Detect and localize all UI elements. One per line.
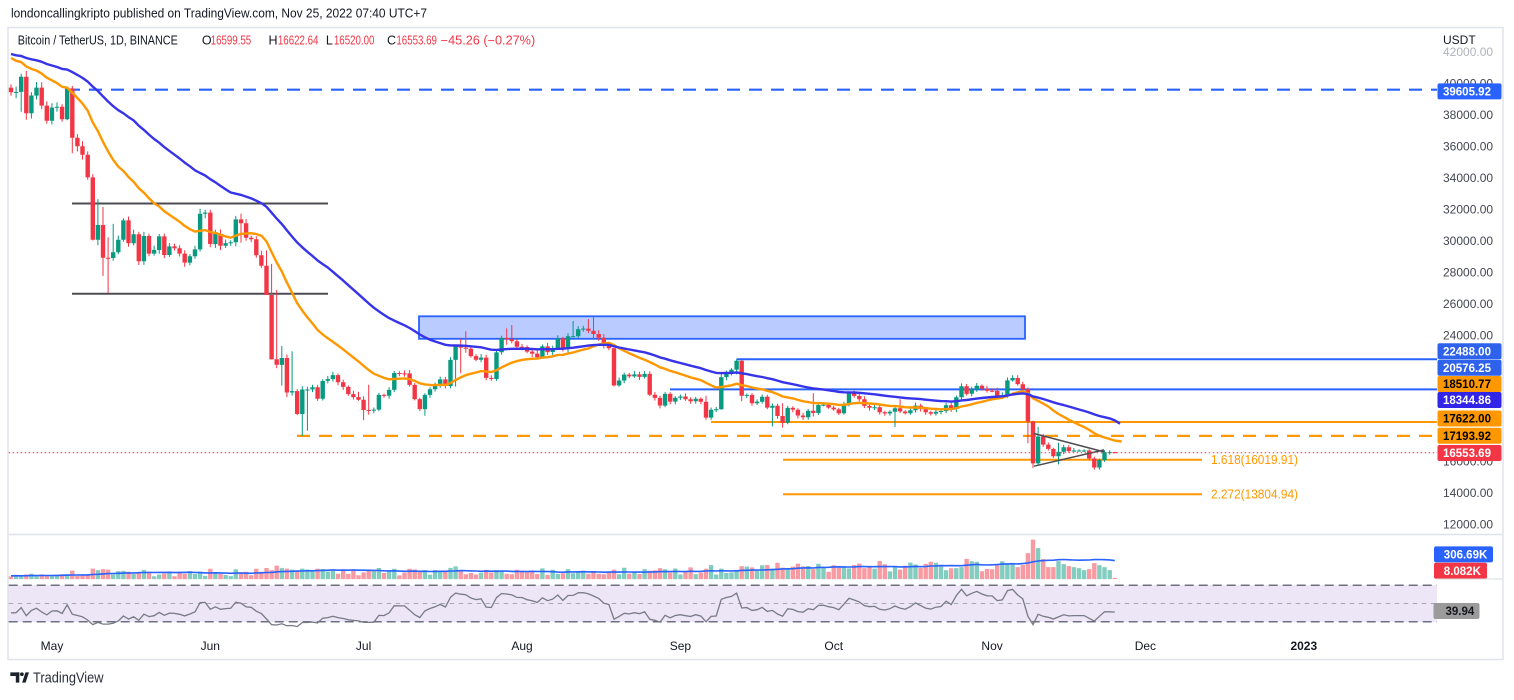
svg-text:Bitcoin / TetherUS, 1D, BINANC: Bitcoin / TetherUS, 1D, BINANCE [18, 34, 178, 48]
svg-text:Aug: Aug [511, 639, 532, 653]
svg-text:May: May [41, 639, 64, 653]
svg-text:24000.00: 24000.00 [1443, 329, 1493, 343]
svg-text:36000.00: 36000.00 [1443, 140, 1493, 154]
svg-text:16599.55: 16599.55 [211, 34, 252, 48]
svg-text:londoncallingkripto published: londoncallingkripto published on Trading… [11, 6, 427, 21]
svg-text:H: H [269, 34, 278, 48]
svg-text:Dec: Dec [1135, 639, 1156, 653]
svg-text:Jun: Jun [201, 639, 220, 653]
svg-text:Jul: Jul [356, 639, 371, 653]
svg-text:17622.00: 17622.00 [1443, 414, 1491, 426]
svg-text:17193.92: 17193.92 [1443, 431, 1491, 443]
svg-text:O: O [202, 34, 212, 48]
svg-text:Oct: Oct [824, 639, 843, 653]
svg-text:16553.69: 16553.69 [1443, 448, 1491, 460]
svg-text:22488.00: 22488.00 [1443, 346, 1491, 358]
svg-text:34000.00: 34000.00 [1443, 171, 1493, 185]
svg-text:16622.64: 16622.64 [278, 34, 319, 48]
svg-text:16553.69: 16553.69 [396, 34, 437, 48]
svg-text:TradingView: TradingView [33, 671, 104, 687]
svg-text:C: C [387, 34, 396, 48]
svg-text:32000.00: 32000.00 [1443, 203, 1493, 217]
svg-text:USDT: USDT [1443, 33, 1476, 47]
svg-text:Sep: Sep [670, 639, 692, 653]
svg-text:38000.00: 38000.00 [1443, 108, 1493, 122]
svg-text:12000.00: 12000.00 [1443, 518, 1493, 532]
svg-text:30000.00: 30000.00 [1443, 234, 1493, 248]
svg-text:Nov: Nov [981, 639, 1002, 653]
svg-text:306.69K: 306.69K [1444, 550, 1488, 562]
svg-text:18510.77: 18510.77 [1443, 379, 1491, 391]
svg-text:42000.00: 42000.00 [1443, 45, 1493, 59]
svg-text:L: L [326, 34, 333, 48]
svg-text:16520.00: 16520.00 [334, 34, 375, 48]
svg-text:39605.92: 39605.92 [1443, 87, 1491, 99]
svg-text:2023: 2023 [1290, 639, 1317, 653]
svg-text:2.272(13804.94): 2.272(13804.94) [1211, 487, 1298, 502]
svg-text:39.94: 39.94 [1446, 606, 1475, 618]
svg-text:28000.00: 28000.00 [1443, 266, 1493, 280]
svg-text:20576.25: 20576.25 [1443, 363, 1492, 375]
svg-text:26000.00: 26000.00 [1443, 297, 1493, 311]
svg-text:14000.00: 14000.00 [1443, 486, 1493, 500]
svg-text:1.618(16019.91): 1.618(16019.91) [1211, 452, 1298, 467]
svg-text:8.082K: 8.082K [1444, 566, 1482, 578]
svg-text:18344.86: 18344.86 [1443, 395, 1491, 407]
svg-text:−45.26 (−0.27%): −45.26 (−0.27%) [441, 34, 536, 48]
